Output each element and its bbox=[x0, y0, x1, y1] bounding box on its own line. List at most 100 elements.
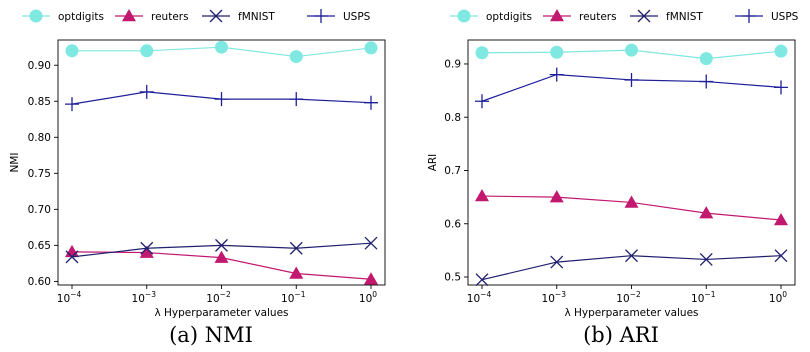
series-optdigits-point bbox=[364, 41, 378, 55]
series-fmnist-point bbox=[774, 249, 788, 263]
series-optdigits-point bbox=[289, 50, 303, 64]
series-usps-point bbox=[699, 74, 714, 89]
legend-item-usps-label: USPS bbox=[771, 11, 799, 23]
series-reuters-point bbox=[774, 213, 788, 226]
y-tick-label: 0.60 bbox=[28, 276, 51, 288]
series-reuters-point bbox=[475, 189, 489, 202]
series-usps-point bbox=[774, 80, 788, 95]
y-axis-label: NMI bbox=[9, 152, 21, 172]
legend-item-usps-point bbox=[314, 9, 328, 23]
series-reuters-point bbox=[624, 195, 639, 208]
legend-item-usps: USPS bbox=[735, 9, 799, 23]
series-fmnist-point bbox=[699, 252, 713, 266]
y-tick-label: 0.6 bbox=[444, 218, 461, 230]
x-tick-label: 10−3 bbox=[132, 290, 157, 305]
series-usps-point bbox=[624, 72, 639, 87]
y-tick-label: 0.90 bbox=[28, 60, 51, 72]
series-optdigits-point bbox=[625, 43, 638, 57]
legend-item-reuters-point bbox=[122, 9, 136, 22]
x-tick-label: 10−2 bbox=[616, 290, 641, 305]
series-usps-point bbox=[65, 97, 79, 112]
series-reuters bbox=[65, 244, 378, 285]
y-tick-label: 0.70 bbox=[28, 204, 51, 216]
axes-frame bbox=[57, 39, 386, 286]
series-usps-point bbox=[214, 92, 229, 107]
legend-item-optdigits-label: optdigits bbox=[486, 11, 532, 23]
legend-item-fmnist: fMNIST bbox=[630, 9, 703, 23]
series-reuters-point bbox=[65, 244, 79, 258]
series-reuters bbox=[475, 189, 788, 226]
legend-item-reuters-label: reuters bbox=[151, 11, 189, 23]
series-reuters-point bbox=[699, 206, 714, 219]
series-usps-point bbox=[139, 84, 154, 99]
series-optdigits bbox=[65, 40, 378, 64]
series-optdigits bbox=[475, 43, 788, 66]
series-fmnist-point bbox=[140, 241, 154, 255]
series-optdigits-point bbox=[550, 45, 564, 59]
series-fmnist-point bbox=[289, 241, 303, 255]
x-tick-label: 10−2 bbox=[206, 290, 231, 305]
x-tick-label: 100 bbox=[769, 290, 787, 305]
legend: optdigits reuters fMNIST USPS bbox=[22, 9, 371, 23]
series-fmnist-point bbox=[364, 236, 378, 250]
legend-item-optdigits-point bbox=[457, 9, 471, 23]
x-tick-label: 10−1 bbox=[691, 290, 716, 305]
legend-item-fmnist-label: fMNIST bbox=[666, 11, 703, 23]
legend-item-fmnist-point bbox=[637, 9, 651, 23]
legend: optdigits reuters fMNIST USPS bbox=[450, 9, 799, 23]
series-fmnist-point bbox=[65, 250, 79, 264]
y-tick-label: 0.65 bbox=[28, 240, 51, 252]
x-tick-label: 10−1 bbox=[281, 290, 306, 305]
legend-item-reuters-label: reuters bbox=[579, 11, 617, 23]
series-usps bbox=[475, 67, 788, 109]
series-reuters-point bbox=[289, 266, 304, 279]
panel-nmi: 0.60 0.65 0.70 0.75 0.80 0.85 0.90 10−4 10−3 10−2… bbox=[9, 9, 386, 347]
legend-item-reuters: reuters bbox=[543, 9, 617, 23]
series-fmnist-line bbox=[481, 255, 782, 281]
series-optdigits-point bbox=[65, 44, 79, 58]
y-axis-label: ARI bbox=[427, 154, 439, 172]
series-reuters-point bbox=[214, 250, 229, 263]
caption: (b) ARI bbox=[583, 323, 659, 347]
series-usps-point bbox=[289, 92, 304, 107]
series-fmnist-point bbox=[215, 238, 228, 252]
series-reuters-point bbox=[139, 245, 154, 258]
legend-item-optdigits-label: optdigits bbox=[58, 11, 104, 23]
series-fmnist-point bbox=[550, 255, 564, 269]
panel-ari: 0.5 0.6 0.7 0.8 0.9 10−4 10−3 10−2 10−1 100 λ Hype… bbox=[427, 9, 799, 347]
series-fmnist bbox=[65, 236, 378, 264]
series-reuters-point bbox=[549, 190, 564, 203]
legend-item-usps: USPS bbox=[307, 9, 371, 23]
x-axis-label: λ Hyperparameter values bbox=[154, 307, 288, 319]
y-tick-label: 0.80 bbox=[28, 132, 51, 144]
series-fmnist bbox=[475, 249, 788, 287]
legend-item-fmnist: fMNIST bbox=[202, 9, 275, 23]
series-usps bbox=[65, 84, 378, 112]
y-tick-label: 0.9 bbox=[444, 59, 461, 71]
y-tick-label: 0.7 bbox=[444, 165, 461, 177]
legend-item-optdigits-point bbox=[29, 9, 43, 23]
x-tick-label: 10−3 bbox=[542, 290, 567, 305]
x-tick-label: 100 bbox=[359, 290, 377, 305]
y-tick-label: 0.8 bbox=[444, 112, 461, 124]
series-optdigits-point bbox=[215, 40, 228, 54]
legend-item-reuters-point bbox=[550, 9, 564, 22]
series-fmnist-point bbox=[625, 249, 638, 263]
legend-item-reuters: reuters bbox=[115, 9, 189, 23]
x-axis-label: λ Hyperparameter values bbox=[564, 307, 698, 319]
series-usps-point bbox=[475, 94, 489, 109]
legend-item-usps-label: USPS bbox=[343, 11, 371, 23]
y-tick-label: 0.5 bbox=[444, 272, 461, 284]
caption: (a) NMI bbox=[169, 323, 253, 347]
series-optdigits-point bbox=[140, 44, 154, 58]
legend-item-fmnist-label: fMNIST bbox=[238, 11, 275, 23]
series-usps-point bbox=[549, 67, 564, 82]
series-optdigits-point bbox=[774, 44, 788, 58]
legend-item-optdigits: optdigits bbox=[22, 9, 104, 23]
series-optdigits-point bbox=[475, 46, 489, 60]
y-tick-label: 0.75 bbox=[28, 168, 51, 180]
series-reuters-point bbox=[364, 272, 378, 285]
series-optdigits-point bbox=[699, 52, 713, 66]
series-usps-point bbox=[364, 95, 378, 110]
